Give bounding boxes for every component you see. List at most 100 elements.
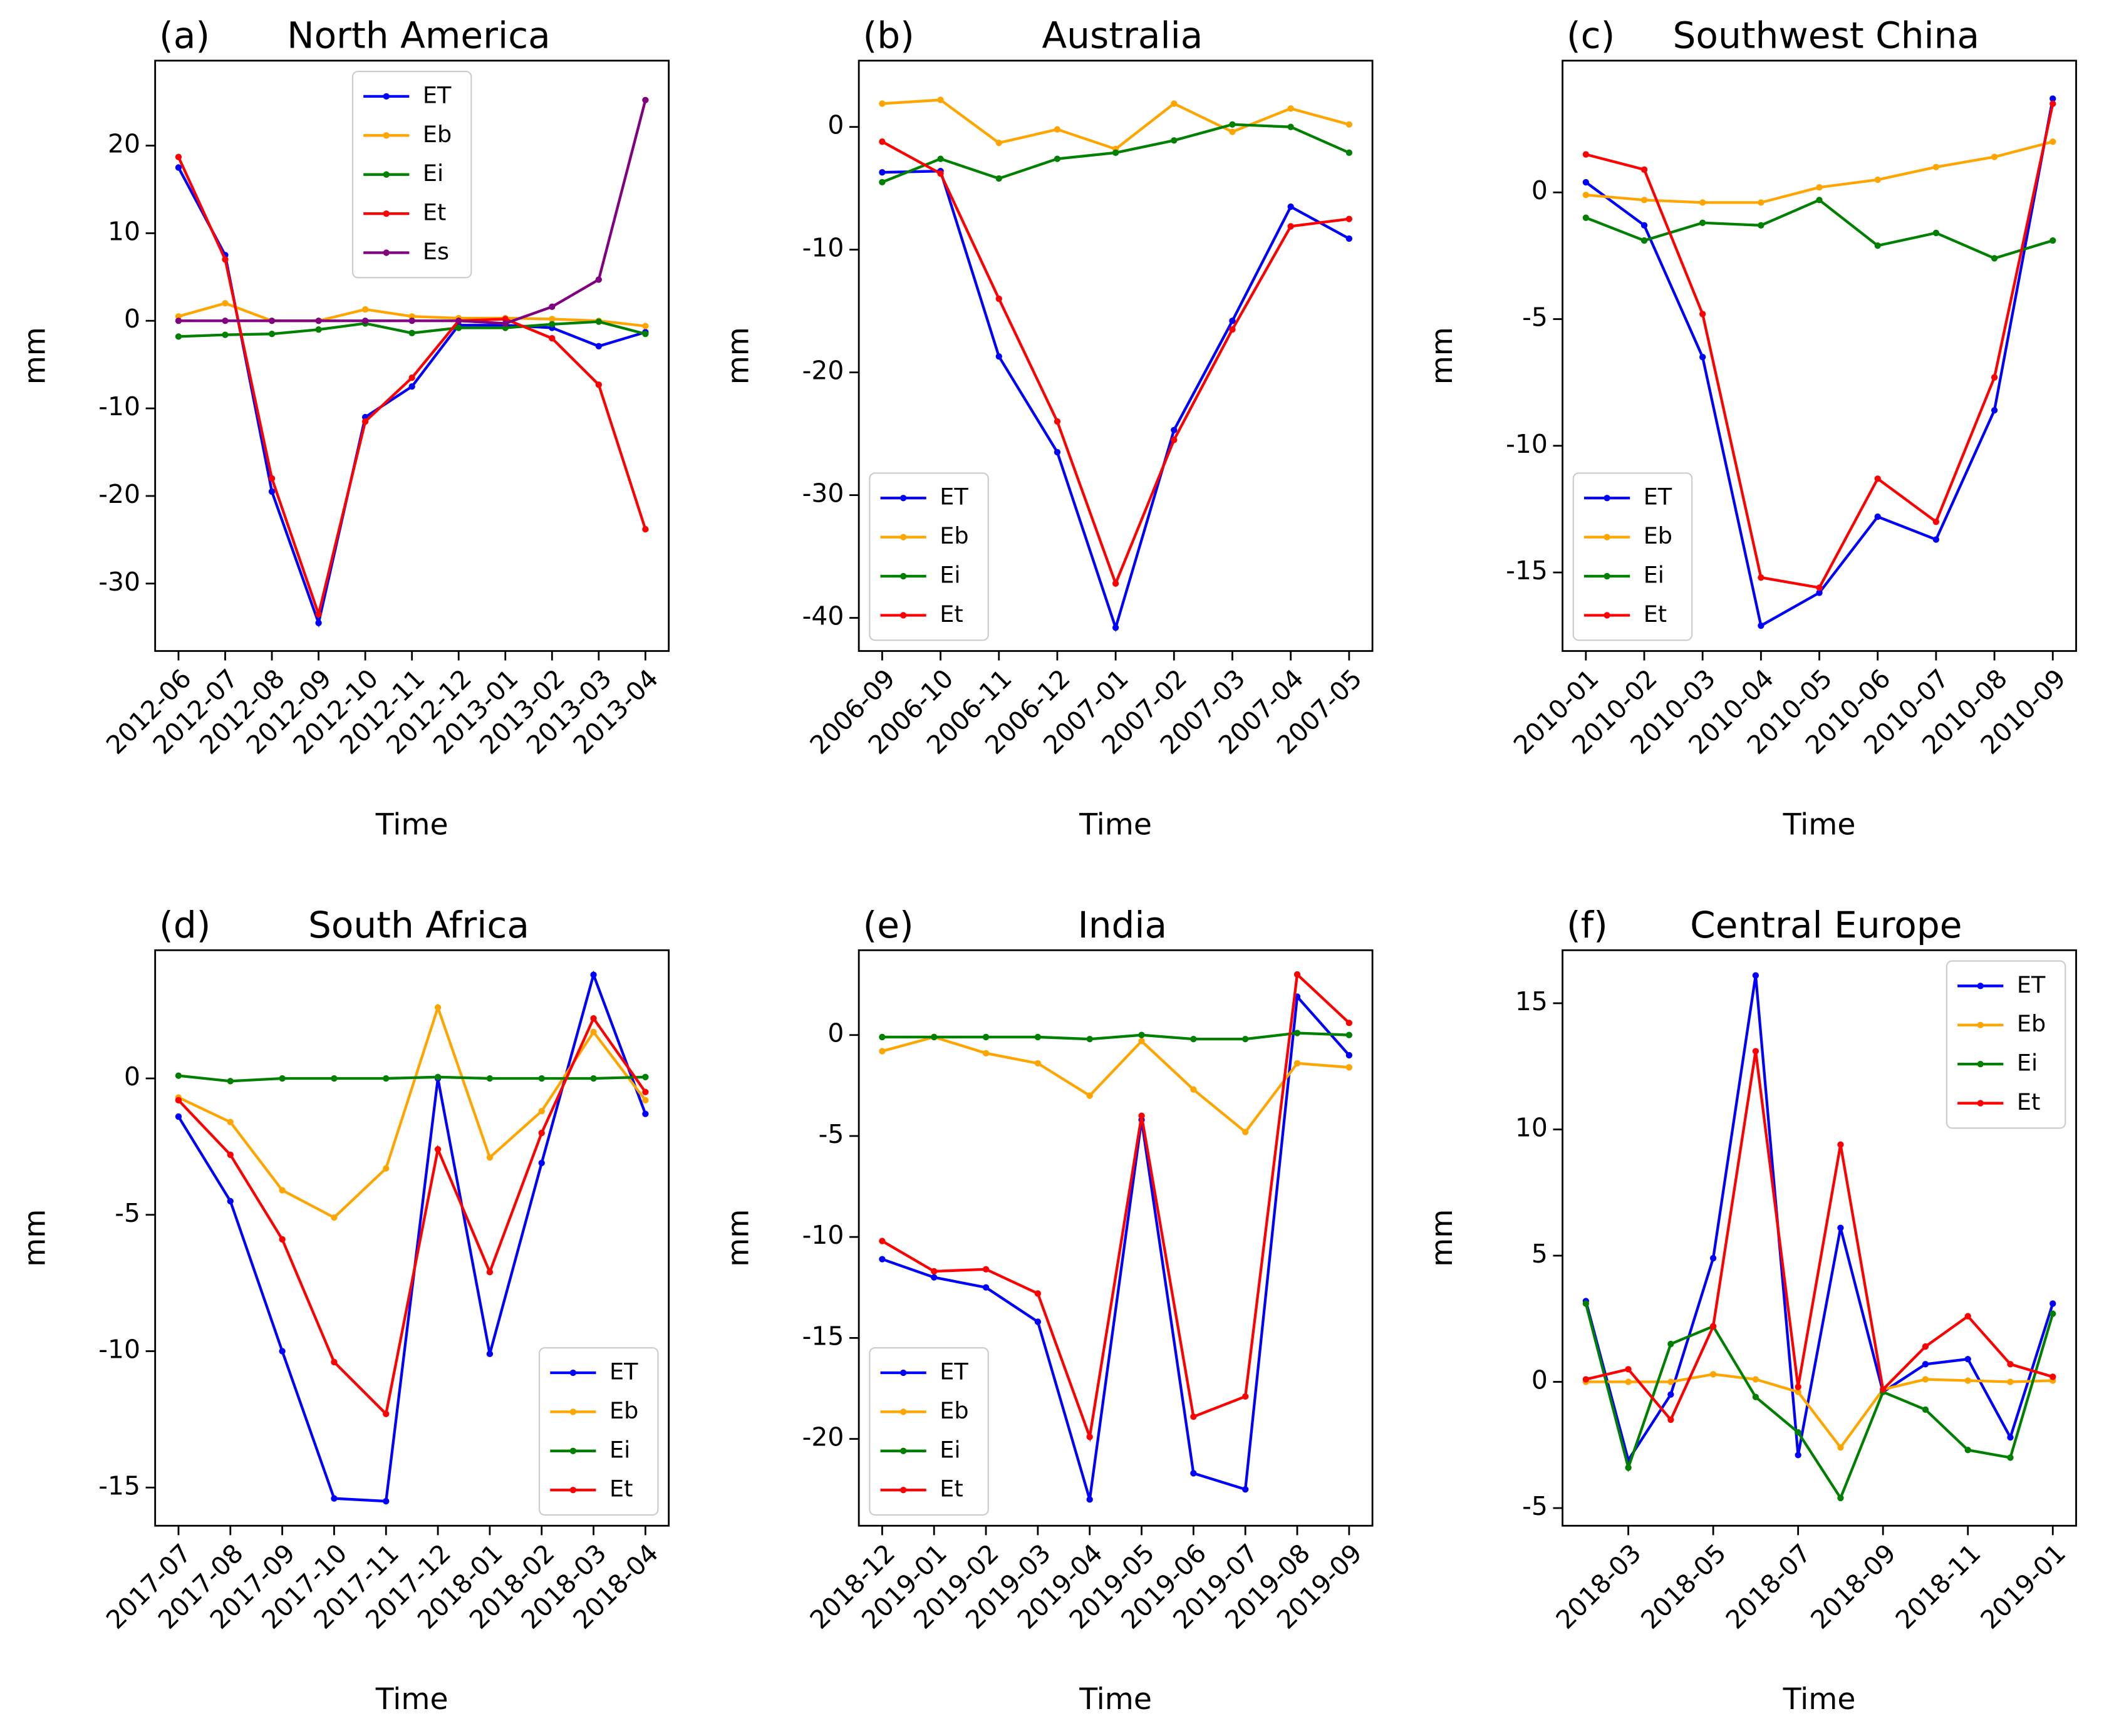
point [642, 323, 649, 329]
legend-marker [899, 1447, 907, 1454]
point [1874, 242, 1881, 249]
point [879, 1048, 886, 1055]
legend: ET Eb Ei Et [1572, 472, 1693, 641]
point [1816, 183, 1823, 191]
point [1229, 318, 1236, 324]
y-tick-label: -5 [115, 1198, 140, 1228]
legend-label: Ei [940, 562, 960, 589]
point [2049, 1300, 2056, 1307]
panel-label: (f) [1567, 904, 1608, 946]
point [1287, 203, 1294, 210]
point [1758, 199, 1764, 206]
point [1922, 1376, 1929, 1383]
legend-label: Et [1644, 601, 1667, 628]
point [1138, 1112, 1145, 1119]
y-tick-label: 0 [827, 110, 844, 140]
point [538, 1129, 545, 1137]
point [1837, 1444, 1844, 1451]
y-tick-label: 15 [1515, 986, 1548, 1016]
point [2049, 237, 2056, 244]
point [486, 1154, 494, 1161]
point [1932, 519, 1940, 525]
point [1054, 126, 1061, 133]
legend-box [1572, 472, 1693, 641]
point [538, 1075, 545, 1082]
point [1837, 1224, 1844, 1231]
point [1932, 536, 1940, 543]
y-tick-label: -20 [802, 356, 844, 386]
point [590, 1075, 597, 1082]
point [1034, 1033, 1042, 1041]
y-tick-label: -15 [802, 1321, 844, 1351]
point [642, 331, 649, 338]
point [879, 1237, 886, 1244]
legend-label: Eb [609, 1397, 638, 1424]
legend-label: ET [2017, 971, 2046, 998]
point [1086, 1434, 1093, 1440]
point [1582, 178, 1590, 186]
point [1345, 215, 1353, 222]
point [1190, 1470, 1197, 1477]
point [1034, 1290, 1042, 1297]
legend-label: Et [2017, 1088, 2040, 1115]
point [2007, 1454, 2014, 1461]
legend: ET Eb Ei Et [1946, 960, 2066, 1129]
point [502, 320, 509, 327]
x-tick-label: 2018-11 [1890, 1538, 1987, 1635]
series-line [178, 1003, 647, 1219]
point [175, 153, 182, 160]
point [2049, 138, 2056, 145]
point [1054, 448, 1061, 456]
point [982, 1033, 990, 1041]
legend-marker [383, 132, 390, 139]
legend-label: Et [609, 1475, 633, 1502]
point [331, 1358, 338, 1366]
legend-label: Ei [1644, 562, 1664, 589]
point [1287, 223, 1294, 230]
legend-marker [383, 210, 390, 217]
legend-label: Es [423, 238, 449, 265]
point [549, 316, 556, 323]
point [1816, 197, 1823, 204]
point [486, 1350, 494, 1358]
point [1709, 1371, 1717, 1378]
point [1138, 1031, 1145, 1038]
point [1667, 1340, 1674, 1348]
point [175, 1097, 182, 1103]
legend-box [869, 472, 989, 641]
point [383, 1165, 390, 1172]
point [1190, 1413, 1197, 1420]
point [331, 1214, 338, 1221]
point [549, 303, 556, 311]
point [1922, 1361, 1929, 1368]
x-axis-label: Time [1079, 807, 1152, 842]
legend-label: ET [940, 483, 968, 510]
point [1640, 197, 1648, 204]
legend-marker [1977, 1060, 1984, 1068]
point [937, 170, 944, 177]
legend-label: Eb [423, 121, 452, 148]
point [538, 1108, 545, 1115]
point [331, 1495, 338, 1502]
point [1287, 105, 1294, 112]
chart-title: Australia [1042, 14, 1203, 56]
point [175, 1113, 182, 1120]
y-tick-label: 20 [108, 129, 140, 159]
point [1922, 1343, 1929, 1350]
point [1795, 1452, 1801, 1459]
chart-title: Central Europe [1690, 904, 1962, 946]
series-line [178, 1074, 646, 1083]
y-tick-label: -5 [1522, 302, 1548, 333]
point [1582, 214, 1590, 221]
y-tick-label: 5 [1531, 1239, 1548, 1269]
chart-title: Southwest China [1673, 14, 1980, 56]
point [2049, 1373, 2056, 1380]
point [595, 318, 603, 325]
y-axis-label: mm [18, 327, 52, 385]
point [1054, 418, 1061, 425]
legend-label: ET [940, 1358, 968, 1385]
plot-frame [858, 949, 1374, 1527]
point [1190, 1035, 1197, 1043]
legend-label: ET [423, 81, 452, 108]
series-line [1585, 1051, 2053, 1422]
